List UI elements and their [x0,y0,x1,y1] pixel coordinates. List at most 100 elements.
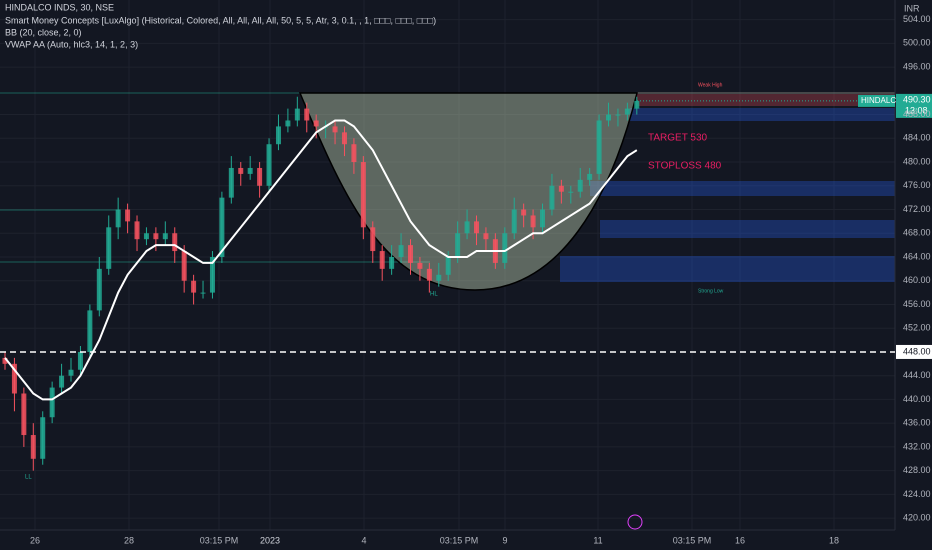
symbol-tag-label: HINDALCO [861,96,902,105]
y-tick-label: 456.00 [903,299,931,309]
annotation: HL [430,292,438,298]
y-tick-label: 424.00 [903,489,931,499]
candle-body [634,100,640,109]
title: HINDALCO INDS, 30, NSE [5,2,114,12]
last-price-label: 490.30 [903,94,931,104]
annotation: STOPLOSS 480 [648,161,722,172]
y-tick-label: 444.00 [903,370,931,380]
candle-body [247,167,253,174]
candle-body [285,120,291,127]
zones [0,92,895,282]
candle-body [275,126,281,145]
hline-label: 448.00 [903,346,931,356]
candle-body [577,179,583,192]
y-tick-label: 432.00 [903,441,931,451]
candle-body [11,363,17,394]
y-tick-label: 484.00 [903,133,931,143]
annotation: Strong Low [698,288,724,294]
candle-body [332,126,338,133]
candle-body [257,167,263,186]
candle-body [96,268,102,311]
candle-body [2,357,8,364]
candle-body [389,256,395,269]
candle-body [313,120,319,127]
candle-body [445,256,451,275]
x-tick-label: 03:15 PM [200,535,239,545]
candle-body [558,185,564,192]
x-tick-label: 11 [593,535,602,545]
candle-body [40,417,46,459]
candle-body [549,185,555,210]
candle-body [370,227,376,252]
countdown: 13:08 [905,105,928,115]
candle-body [228,167,234,198]
y-tick-label: 472.00 [903,204,931,214]
y-tick-label: 504.00 [903,14,931,24]
candle-body [209,256,215,293]
candle-body [115,209,121,228]
symbol-tag [858,94,895,107]
candle-body [294,108,300,121]
candle-body [106,227,112,269]
demand-zone [590,181,895,196]
candle-body [455,233,461,257]
y-tick-label: 464.00 [903,251,931,261]
candle-body [436,274,442,281]
candle-body [49,387,55,418]
candle-body [341,132,347,145]
annotation: Weak High [698,82,723,88]
y-tick-label: 440.00 [903,394,931,404]
candle-body [587,173,593,180]
y-tick-label: 468.00 [903,228,931,238]
x-tick-label: 16 [735,535,745,545]
x-tick-label: 18 [829,535,839,545]
candle-body [464,221,470,234]
y-tick-label: 436.00 [903,418,931,428]
x-tick-label: 28 [124,535,134,545]
y-tick-label: 476.00 [903,180,931,190]
candle-body [21,393,27,436]
candle-body [30,435,36,459]
candle-body [266,144,272,186]
cup-pattern [298,92,638,291]
candle-body [238,167,244,174]
candle-body [474,221,479,234]
x-tick-label: 2023 [260,535,280,545]
candle-body [59,375,65,388]
candle-body [200,292,206,294]
demand-zone [630,108,895,121]
currency: INR [904,3,920,13]
y-tick-label: 428.00 [903,465,931,475]
candle-body [398,245,404,257]
candle-body [181,251,187,281]
candle-body [606,114,612,121]
candle-body [219,197,225,257]
y-tick-label: 460.00 [903,275,931,285]
candle-body [360,162,366,228]
candle-body [417,262,423,269]
annotation: LL [25,475,32,481]
candle-body [568,191,574,193]
candle-body [426,268,432,281]
candle-body [530,215,536,228]
x-tick-label: 03:15 PM [673,535,712,545]
candle-body [162,233,168,240]
candle-body [143,233,149,240]
candle-body [540,209,546,228]
y-tick-label: 452.00 [903,323,931,333]
event-icon[interactable] [627,514,643,530]
hline-label-bg [896,344,932,359]
candle-body [125,209,131,222]
y-tick-label: 500.00 [903,38,931,48]
indicator: Smart Money Concepts [LuxAlgo] (Historic… [5,15,436,25]
demand-zone [560,256,895,282]
candle-body [191,280,197,293]
annotation: TARGET 530 [648,133,708,144]
price-axis [895,0,932,550]
y-tick-label: 488.00 [903,109,931,119]
x-tick-label: 9 [502,535,507,545]
candle-body [596,120,602,174]
